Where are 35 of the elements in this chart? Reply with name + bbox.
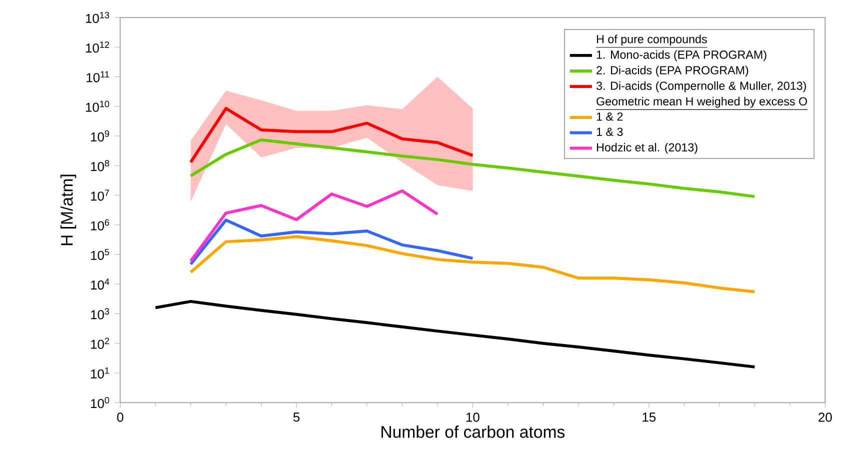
x-tick-label: 20 xyxy=(818,412,832,422)
legend-label: 1 & 2 xyxy=(596,112,623,121)
y-tick-label: 10$^{3}$ xyxy=(91,308,110,320)
line-series xyxy=(189,107,474,164)
legend-title: H of pure compounds xyxy=(596,34,707,46)
x-tick-label: 0 xyxy=(117,412,124,422)
annotation: Geometric mean H weighed by excess O xyxy=(596,97,808,108)
y-tick-label: 10$^{4}$ xyxy=(91,278,110,290)
y-tick-label: 10$^{9}$ xyxy=(91,130,110,142)
y-axis-title: H [M/atm] xyxy=(60,174,76,246)
y-tick-label: 10$^{0}$ xyxy=(91,397,110,408)
line-series xyxy=(154,300,756,369)
legend-label: 3. Di-acids (Compernolle & Muller, 2013) xyxy=(596,81,806,92)
line-series xyxy=(189,218,474,266)
line-series xyxy=(189,138,756,198)
y-tick-label: 10$^{7}$ xyxy=(91,190,110,201)
y-tick-label: 10$^{13}$ xyxy=(86,12,110,24)
legend-label: 1 & 3 xyxy=(596,128,623,136)
y-tick-label: 10$^{5}$ xyxy=(91,249,110,260)
legend-label: 1. Mono-acids (EPA PROGRAM) xyxy=(596,50,766,62)
legend-label: Hodzic et al. (2013) xyxy=(596,143,698,154)
legend-label: 2. Di-acids (EPA PROGRAM) xyxy=(596,66,748,77)
x-axis-title: Number of carbon atoms xyxy=(382,426,565,438)
line-series xyxy=(189,190,439,263)
y-tick-label: 10$^{10}$ xyxy=(86,100,110,112)
y-tick-label: 10$^{11}$ xyxy=(86,71,110,82)
x-tick-label: 15 xyxy=(642,412,656,422)
y-tick-label: 10$^{6}$ xyxy=(91,219,110,231)
y-tick-label: 10$^{2}$ xyxy=(91,338,110,350)
y-tick-label: 10$^{8}$ xyxy=(91,160,110,172)
line-series xyxy=(189,235,756,294)
x-tick-label: 5 xyxy=(293,412,300,422)
x-tick-label: 10 xyxy=(466,412,480,422)
y-tick-label: 10$^{12}$ xyxy=(86,42,110,53)
y-tick-label: 10$^{1}$ xyxy=(91,368,110,379)
